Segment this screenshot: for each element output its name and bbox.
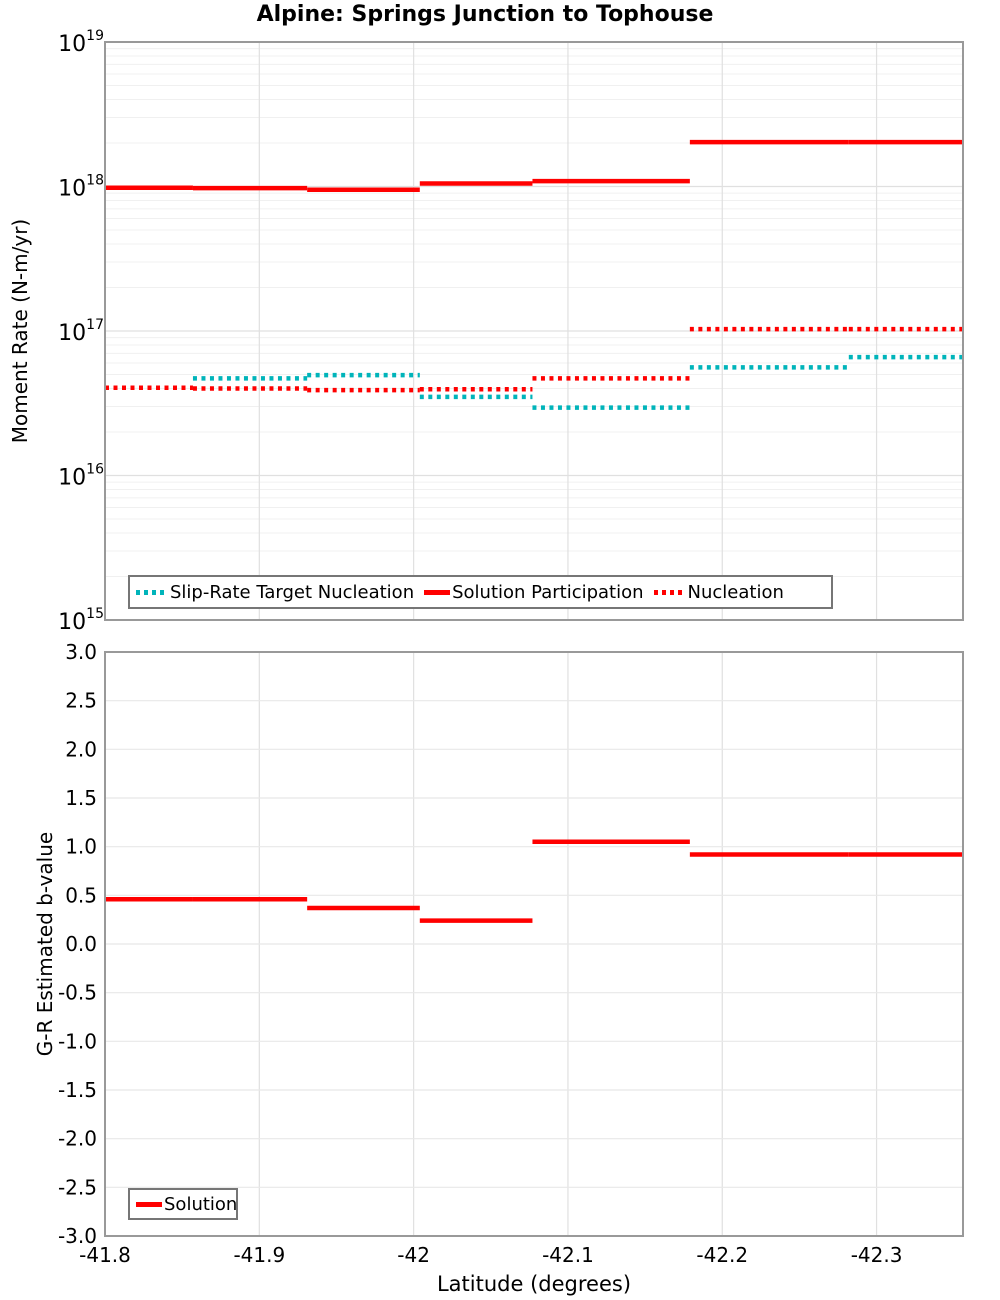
y-tick-label: -2.0 [58, 1127, 97, 1151]
solution-swatch-icon [136, 1201, 162, 1207]
y-tick-label: -2.5 [58, 1175, 97, 1199]
y-tick-label: -1.5 [58, 1078, 97, 1102]
top-legend: Slip-Rate Target Nucleation Solution Par… [128, 575, 833, 609]
x-axis-label-latitude: Latitude (degrees) [436, 1272, 632, 1296]
x-tick-label: -42 [397, 1243, 430, 1267]
bottom-y-tick-labels: 3.0 2.5 2.0 1.5 1.0 0.5 0.0 -0.5 -1.0 -1.5 -2.0 -2.… [58, 640, 97, 1248]
y-tick-label: -1.0 [58, 1029, 97, 1053]
top-series [105, 139, 963, 410]
top-gridlines [104, 42, 963, 620]
solution-participation-swatch-icon [424, 589, 451, 595]
chart-title: Alpine: Springs Junction to Tophouse [256, 2, 714, 27]
y-tick-label: 1019 [58, 28, 104, 57]
slip-rate-target-nucleation-swatch-icon [136, 589, 168, 595]
bottom-legend: Solution [128, 1188, 238, 1220]
x-tick-label: -42.2 [696, 1243, 748, 1267]
y-tick-label: 2.5 [65, 689, 97, 713]
x-tick-label: -42.3 [851, 1243, 903, 1267]
legend-label-nucleation: Nucleation [687, 581, 784, 603]
bottom-gridlines [104, 652, 963, 1236]
bottom-plot-border [104, 651, 964, 1237]
legend-label-solution: Solution [164, 1193, 238, 1215]
y-tick-label: 3.0 [65, 640, 97, 664]
y-tick-label: 0.0 [65, 932, 97, 956]
series-solution [105, 839, 963, 923]
legend-label-slip-rate-target-nucleation: Slip-Rate Target Nucleation [170, 581, 415, 603]
bottom-series [105, 839, 963, 923]
y-tick-label: 1.5 [65, 786, 97, 810]
series-nucleation [105, 326, 963, 393]
top-y-tick-labels: 1019 1018 1017 1016 1015 [58, 28, 104, 635]
legend-label-solution-participation: Solution Participation [452, 581, 644, 603]
nucleation-swatch-icon [653, 589, 686, 595]
y-tick-label: 1017 [58, 317, 104, 346]
x-tick-labels: -41.8 -41.9 -42 -42.1 -42.2 -42.3 [79, 1243, 902, 1267]
y-tick-label: -0.5 [58, 981, 97, 1005]
y-tick-label: 2.0 [65, 737, 97, 761]
x-tick-label: -41.8 [79, 1243, 131, 1267]
y-tick-label: -3.0 [58, 1224, 97, 1248]
y-tick-label: 1018 [58, 173, 104, 202]
top-plot-border [104, 41, 964, 621]
series-solution-participation [105, 139, 963, 192]
y-tick-label: 1016 [58, 462, 104, 491]
series-slip-rate-target-nucleation [192, 354, 963, 410]
y-tick-label: 1.0 [65, 835, 97, 859]
y-tick-label: 0.5 [65, 883, 97, 907]
y-tick-label: 1015 [58, 606, 104, 635]
x-tick-label: -42.1 [542, 1243, 594, 1267]
x-tick-label: -41.9 [233, 1243, 285, 1267]
